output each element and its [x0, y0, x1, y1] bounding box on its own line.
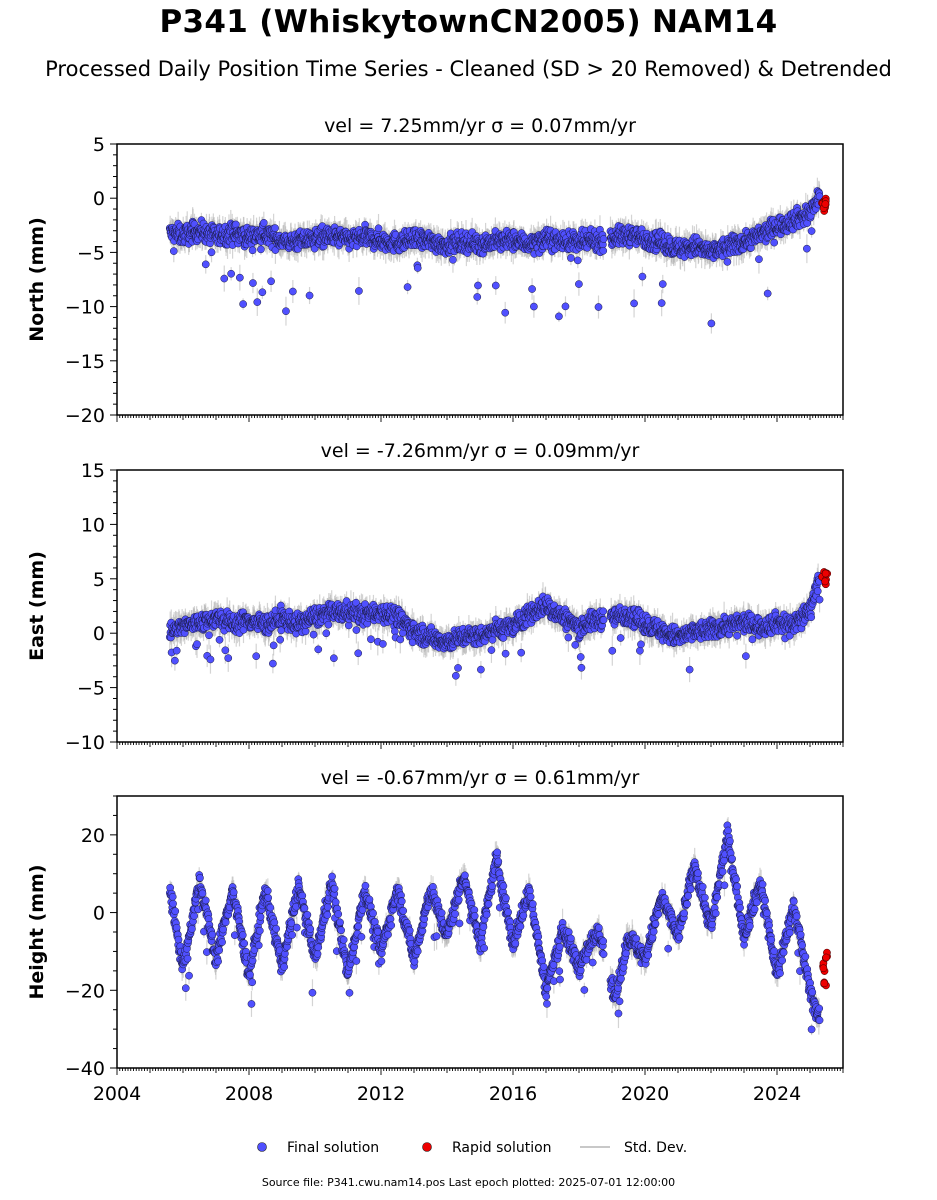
final-solution-point	[282, 307, 290, 316]
final-solution-point	[374, 224, 383, 233]
final-solution-point	[707, 319, 716, 328]
y-tick-label: 0	[93, 188, 105, 210]
final-solution-point	[573, 256, 582, 265]
final-solution-point	[501, 308, 510, 317]
final-solution-point	[575, 280, 583, 288]
final-solution-point	[169, 247, 178, 255]
final-solution-point	[201, 260, 210, 269]
final-solution-point	[227, 269, 235, 278]
rapid-solution-point	[821, 200, 830, 208]
y-tick-label: 5	[93, 134, 105, 156]
final-solution-point	[474, 281, 482, 290]
final-solution-point	[599, 246, 608, 255]
y-tick-label: −20	[65, 405, 105, 427]
y-axis-label: North (mm)	[26, 217, 48, 342]
final-solution-point	[207, 248, 216, 257]
panel-title: vel = 7.25mm/yr σ = 0.07mm/yr	[324, 115, 636, 137]
final-solution-point	[630, 299, 638, 308]
final-solution-point	[267, 277, 275, 286]
final-solution-point	[491, 281, 500, 290]
final-solution-point	[723, 258, 732, 266]
final-solution-point	[249, 279, 257, 287]
final-solution-point	[271, 224, 279, 232]
y-tick-label: −5	[77, 242, 105, 264]
final-solution-point	[599, 235, 608, 243]
final-solution-point	[770, 238, 779, 247]
page-subtitle: Processed Daily Position Time Series - C…	[45, 57, 892, 81]
final-solution-point	[257, 245, 265, 254]
panel-title: vel = -7.26mm/yr σ = 0.09mm/yr	[321, 440, 640, 462]
final-solution-point	[253, 298, 262, 306]
final-solution-point	[449, 255, 457, 264]
final-solution-point	[355, 287, 363, 295]
final-solution-point	[567, 254, 575, 262]
final-solution-point	[528, 285, 536, 293]
y-tick-label: −15	[65, 351, 105, 373]
y-axis-label: East (mm)	[26, 551, 48, 661]
final-solution-point	[638, 272, 647, 281]
final-solution-point	[561, 302, 570, 311]
final-solution-point	[258, 288, 267, 297]
final-solution-point	[658, 280, 667, 288]
final-solution-point	[803, 244, 811, 253]
final-solution-point	[555, 312, 563, 321]
final-solution-point	[807, 227, 816, 235]
final-solution-point	[236, 273, 244, 282]
page-title: P341 (WhiskytownCN2005) NAM14	[159, 4, 778, 40]
plot-region	[165, 177, 830, 334]
final-solution-point	[289, 287, 297, 296]
final-solution-point	[403, 283, 412, 291]
final-solution-point	[239, 300, 247, 308]
final-solution-point	[657, 299, 666, 307]
final-solution-point	[473, 293, 482, 301]
final-solution-point	[594, 303, 603, 311]
final-solution-point	[755, 255, 763, 264]
final-solution-point	[413, 264, 422, 272]
final-solution-point	[248, 246, 257, 255]
final-solution-point	[530, 302, 538, 311]
plot-region	[165, 563, 832, 686]
y-tick-label: −10	[65, 297, 105, 319]
final-solution-point	[763, 289, 772, 298]
final-solution-point	[259, 218, 268, 227]
final-solution-point	[305, 291, 314, 300]
final-solution-point	[220, 274, 229, 283]
